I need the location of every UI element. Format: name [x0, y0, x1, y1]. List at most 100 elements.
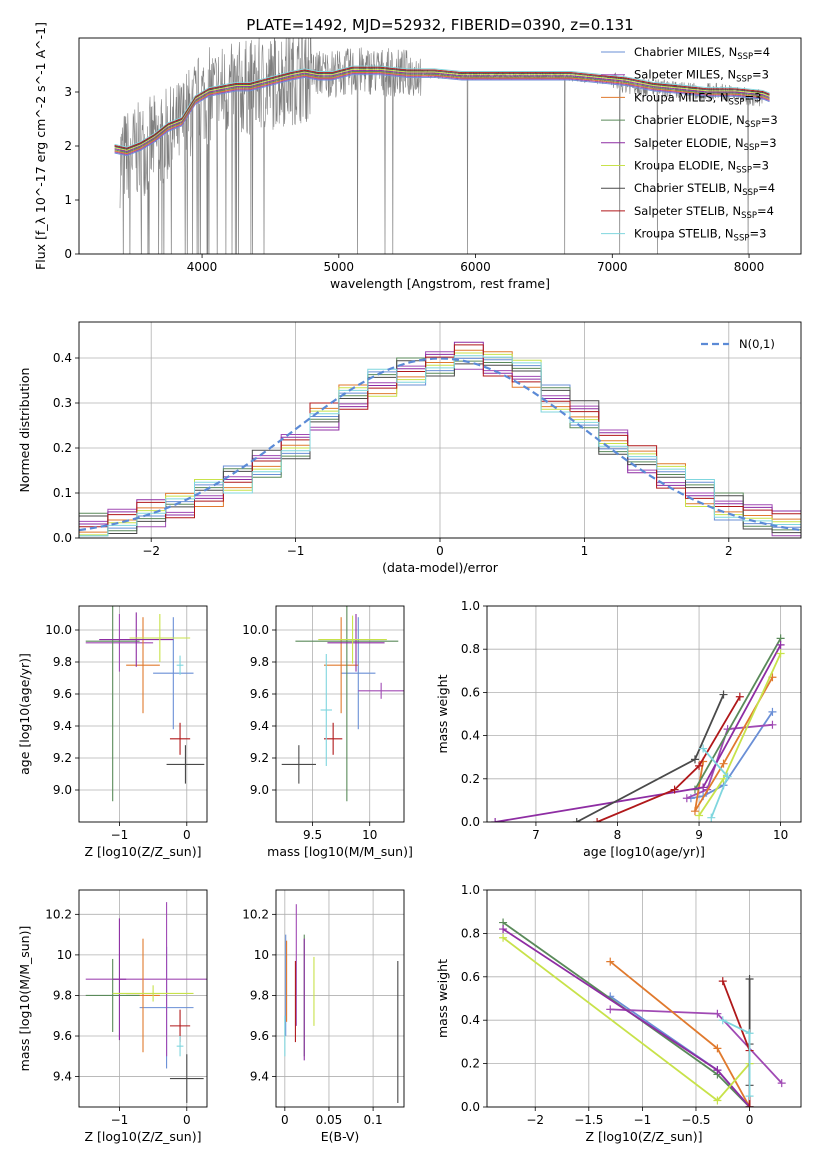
y-tick-label: 9.4 — [53, 719, 72, 733]
chart-mass-weight-vs-age: 7 8 9 10 0.0 0.2 0.4 0.6 0.8 1.0 age [log10(age/yr… — [435, 599, 802, 859]
observed-spectrum — [119, 38, 763, 254]
legend-entry: Kroupa MILES, NSSP=3 — [634, 90, 761, 107]
y-tick-label: 9.6 — [250, 687, 269, 701]
y-tick-label: 9.6 — [53, 687, 72, 701]
y-tick-label: 9.8 — [250, 655, 269, 669]
y-tick-label: 10 — [57, 948, 72, 962]
x-axis-label: wavelength [Angstrom, rest frame] — [330, 276, 550, 291]
plot-area — [114, 38, 770, 254]
x-tick-label: 8000 — [734, 260, 765, 274]
model-line — [114, 73, 770, 156]
y-tick-label: 0.6 — [461, 970, 480, 984]
point-marker — [777, 1079, 786, 1088]
y-tick-label: 9.2 — [250, 751, 269, 765]
y-tick-label: 9.8 — [53, 988, 72, 1002]
x-tick-label: 0 — [183, 828, 191, 842]
x-axis-label: E(B-V) — [321, 1129, 360, 1144]
plot-area — [85, 902, 207, 1103]
plot-area — [79, 341, 801, 538]
y-tick-label: 0.1 — [53, 486, 72, 500]
point-marker — [768, 720, 777, 729]
x-tick-label: 6000 — [460, 260, 491, 274]
point-marker — [745, 1029, 754, 1038]
axes-frame — [486, 889, 802, 1108]
chart-mass-weight-vs-Z: −2 −1.5 −1 −0.5 0 0.0 0.2 0.4 0.6 0.8 1.0 Z [log10(… — [435, 883, 802, 1144]
chart-mass-vs-EBV: 0 0.05 0.1 9.4 9.6 9.8 10 10.2 E(B-V) — [242, 889, 405, 1144]
point-marker — [593, 818, 602, 822]
legend-entry: Salpeter MILES, NSSP=3 — [634, 68, 769, 85]
point-marker — [745, 1103, 754, 1107]
point-marker — [713, 1044, 722, 1053]
legend: Chabrier MILES, NSSP=4 Salpeter MILES, NS… — [601, 45, 778, 244]
point-marker — [572, 818, 581, 822]
x-tick-label: −1 — [634, 1113, 652, 1127]
weight-line — [495, 644, 782, 822]
x-axis-label: Z [log10(Z/Z_sun)] — [85, 844, 202, 859]
axes-frame — [275, 889, 405, 1108]
point-marker — [695, 761, 704, 770]
x-tick-label: 1 — [581, 544, 589, 558]
y-tick-label: 1.0 — [461, 883, 480, 897]
point-marker — [723, 772, 732, 781]
legend-entry: Chabrier ELODIE, NSSP=3 — [634, 113, 778, 130]
point-marker — [670, 785, 679, 794]
axes-frame — [78, 889, 208, 1108]
x-tick-label: 8 — [614, 828, 622, 842]
y-tick-label: 0.4 — [461, 1013, 480, 1027]
point-marker — [719, 690, 728, 699]
x-axis-label: (data-model)/error — [382, 560, 499, 575]
plot-area — [284, 904, 399, 1103]
weight-line — [502, 936, 751, 1102]
plot-area — [85, 606, 205, 802]
x-tick-label: 2 — [725, 544, 733, 558]
weight-line — [694, 676, 774, 812]
y-tick-label: 9.6 — [53, 1029, 72, 1043]
x-tick-label: −1 — [111, 828, 129, 842]
point-marker — [682, 794, 691, 803]
y-tick-label: 10.2 — [242, 907, 269, 921]
legend-entry: Salpeter ELODIE, NSSP=3 — [634, 136, 777, 153]
x-tick-label: −2 — [142, 544, 160, 558]
x-tick-label: −0.5 — [681, 1113, 710, 1127]
point-marker — [718, 977, 727, 986]
model-line — [114, 69, 770, 152]
point-marker — [713, 1096, 722, 1105]
legend-entry: Salpeter STELIB, NSSP=4 — [634, 204, 774, 221]
x-tick-label: 0 — [436, 544, 444, 558]
x-tick-label: −1 — [111, 1113, 129, 1127]
y-tick-label: 9.4 — [250, 719, 269, 733]
weight-line — [694, 637, 782, 791]
x-tick-label: 0 — [746, 1113, 754, 1127]
model-line — [114, 72, 770, 155]
x-tick-label: 0.05 — [316, 1113, 343, 1127]
y-tick-label: 0.6 — [461, 685, 480, 699]
model-line — [114, 74, 770, 157]
plot-area — [281, 606, 404, 802]
y-tick-label: 3 — [64, 85, 72, 99]
x-axis-label: age [log10(age/yr)] — [583, 844, 705, 859]
point-marker — [745, 974, 754, 983]
point-marker — [776, 649, 785, 658]
point-marker — [735, 692, 744, 701]
y-axis-label: Normed distribution — [17, 368, 32, 493]
y-tick-label: 9.2 — [53, 751, 72, 765]
point-marker — [718, 1016, 727, 1025]
y-tick-label: 0.2 — [461, 1057, 480, 1071]
y-tick-label: 9.8 — [250, 988, 269, 1002]
y-axis-label: mass weight — [435, 959, 450, 1038]
weight-line — [502, 928, 751, 1107]
plot-area — [499, 918, 786, 1107]
point-marker — [707, 813, 716, 822]
y-tick-label: 0.0 — [461, 1100, 480, 1114]
chart-residual-hist: N(0,1) −2 −1 0 1 2 0.0 0.1 0.2 0.3 0.4 (data-model)… — [17, 321, 802, 575]
y-tick-label: 9.6 — [250, 1029, 269, 1043]
point-marker — [776, 640, 785, 649]
legend-entry: Kroupa STELIB, NSSP=3 — [634, 227, 766, 244]
model-line — [114, 71, 770, 153]
x-tick-label: −2 — [526, 1113, 544, 1127]
x-tick-label: 0 — [183, 1113, 191, 1127]
y-axis-label: mass weight — [435, 674, 450, 753]
x-tick-label: 7 — [532, 828, 540, 842]
y-tick-label: 0.2 — [53, 441, 72, 455]
